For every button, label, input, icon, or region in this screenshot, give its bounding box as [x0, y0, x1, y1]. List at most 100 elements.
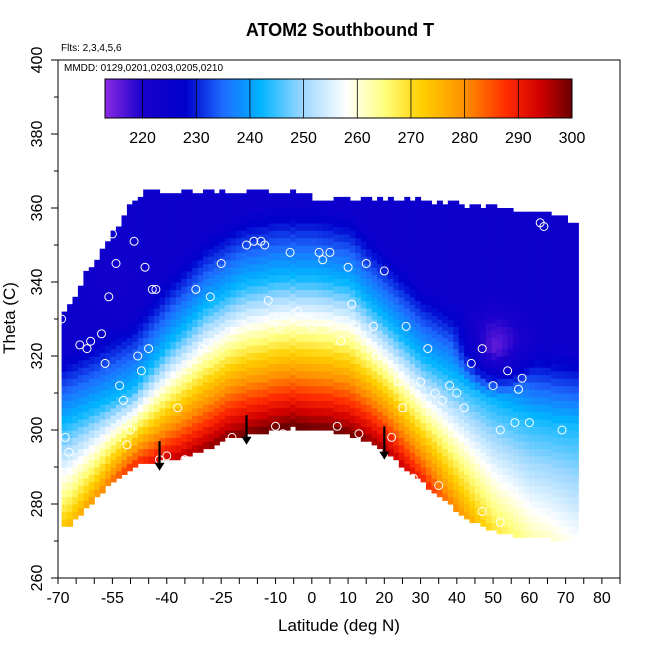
heat-cell	[339, 330, 345, 339]
heat-cell	[502, 282, 509, 290]
heat-cell	[496, 245, 503, 253]
heat-cell	[224, 333, 231, 342]
heat-cell	[382, 363, 389, 372]
heat-cell	[496, 526, 503, 535]
heat-cell	[230, 230, 237, 239]
heat-cell	[360, 226, 367, 235]
heat-cell	[523, 455, 530, 464]
heat-cell	[132, 444, 139, 453]
heat-cell	[170, 222, 177, 231]
heat-cell	[83, 352, 90, 361]
heat-cell	[126, 411, 133, 420]
heat-cell	[551, 230, 558, 239]
heat-cell	[572, 341, 579, 350]
flight-point	[466, 358, 476, 368]
heat-cell	[175, 385, 182, 394]
heat-cell	[447, 319, 454, 327]
heat-cell	[562, 370, 568, 379]
heat-cell	[529, 233, 536, 242]
heat-cell	[170, 304, 177, 313]
heat-cell	[502, 348, 509, 357]
heat-cell	[300, 422, 307, 431]
heat-cell	[393, 252, 400, 261]
heat-cell	[502, 489, 509, 498]
heat-cell	[132, 326, 139, 335]
heat-cell	[219, 389, 226, 398]
heat-cell	[235, 230, 242, 239]
heat-cell	[279, 311, 286, 320]
heat-cell	[175, 193, 182, 202]
heat-cell	[208, 315, 215, 324]
heat-cell	[523, 448, 530, 457]
heat-cell	[366, 359, 373, 368]
heat-cell	[230, 222, 237, 231]
heat-cell	[398, 230, 405, 239]
heat-cell	[355, 326, 362, 335]
heat-cell	[572, 518, 579, 527]
heat-cell	[328, 400, 335, 409]
heat-cell	[99, 470, 106, 479]
heat-cell	[464, 496, 471, 505]
heat-cell	[572, 370, 579, 379]
heat-cell	[159, 200, 166, 209]
heat-cell	[252, 219, 258, 228]
heat-cell	[116, 233, 122, 242]
heat-cell	[442, 463, 449, 472]
heat-cell	[192, 430, 199, 438]
heat-cell	[513, 337, 519, 346]
heat-cell	[572, 400, 579, 409]
heat-cell	[393, 200, 400, 209]
heat-cell	[398, 415, 405, 424]
heat-cell	[480, 222, 487, 231]
heat-cell	[197, 415, 204, 424]
heat-cell	[464, 363, 471, 372]
heat-cell	[175, 215, 182, 224]
heat-cell	[224, 296, 231, 305]
heat-cell	[523, 322, 530, 331]
heat-cell	[502, 422, 509, 431]
heat-cell	[284, 356, 291, 364]
heat-cell	[306, 304, 313, 313]
heat-cell	[485, 507, 492, 516]
heat-cell	[203, 367, 209, 376]
heat-cell	[116, 433, 122, 442]
heat-cell	[306, 282, 313, 290]
heat-cell	[556, 274, 563, 283]
heat-cell	[339, 285, 345, 294]
heat-cell	[567, 533, 574, 542]
heat-cell	[290, 315, 297, 324]
heat-cell	[241, 296, 248, 305]
heat-cell	[154, 307, 161, 316]
heat-cell	[382, 304, 389, 313]
heat-cell	[192, 208, 199, 216]
heat-cell	[507, 259, 514, 268]
heat-cell	[518, 374, 525, 383]
heat-cell	[562, 274, 568, 283]
heat-cell	[360, 241, 367, 250]
heat-cell	[344, 344, 351, 353]
heat-cell	[159, 274, 166, 283]
heat-cell	[300, 348, 307, 357]
heat-cell	[567, 437, 574, 446]
heat-cell	[339, 278, 345, 287]
heat-cell	[464, 296, 471, 305]
heat-cell	[290, 219, 297, 228]
heat-cell	[339, 389, 345, 398]
heat-cell	[143, 219, 150, 228]
heat-cell	[339, 411, 345, 420]
heat-cell	[83, 411, 90, 420]
heat-cell	[480, 274, 487, 283]
heat-cell	[306, 400, 313, 409]
heat-cell	[116, 367, 122, 376]
heat-cell	[77, 352, 84, 361]
heat-cell	[442, 404, 449, 413]
heat-cell	[540, 448, 547, 457]
heat-cell	[132, 400, 139, 409]
heat-cell	[154, 248, 161, 257]
heat-cell	[110, 259, 117, 268]
heat-cell	[393, 452, 400, 461]
heat-cell	[360, 389, 367, 398]
heat-cell	[246, 404, 253, 413]
heat-cell	[567, 267, 574, 276]
heat-cell	[426, 208, 432, 216]
